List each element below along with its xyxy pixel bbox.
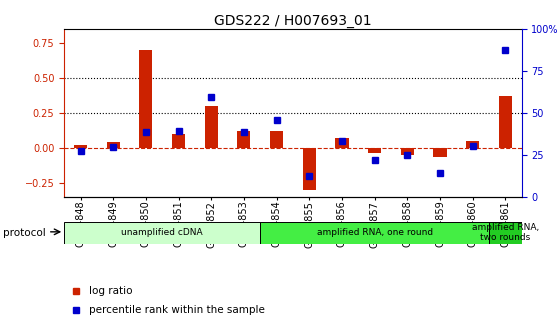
Bar [434,148,446,157]
Text: amplified RNA,
two rounds: amplified RNA, two rounds [472,223,539,242]
Bar [466,140,479,148]
Text: protocol: protocol [3,228,46,238]
Bar [172,134,185,148]
Bar [74,145,87,148]
Bar [260,222,489,244]
Bar [303,148,316,190]
Bar [401,148,414,155]
Bar [64,222,260,244]
Bar [237,131,251,148]
Bar [335,138,349,148]
Bar [489,222,522,244]
Text: percentile rank within the sample: percentile rank within the sample [89,305,265,315]
Text: log ratio: log ratio [89,286,133,296]
Bar [140,50,152,148]
Bar [270,131,283,148]
Bar [107,142,120,148]
Title: GDS222 / H007693_01: GDS222 / H007693_01 [214,13,372,28]
Bar [368,148,381,153]
Text: unamplified cDNA: unamplified cDNA [122,228,203,237]
Bar [499,96,512,148]
Text: amplified RNA, one round: amplified RNA, one round [316,228,432,237]
Bar [205,106,218,148]
